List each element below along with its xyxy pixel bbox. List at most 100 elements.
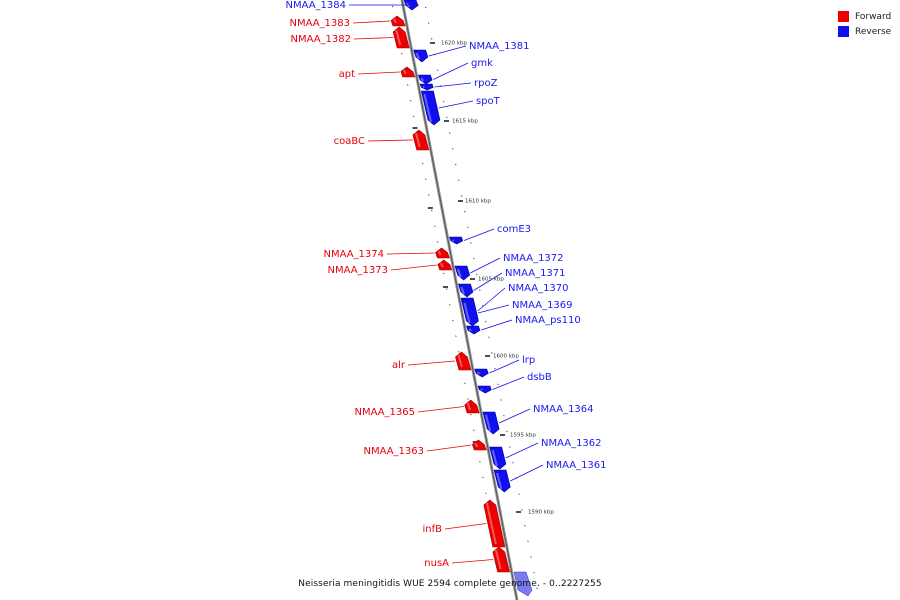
minor-tick xyxy=(512,461,514,464)
gene-nmaa_1362 xyxy=(489,446,507,470)
minor-tick xyxy=(478,289,481,291)
gene-label-come3: comE3 xyxy=(497,224,531,235)
minor-tick xyxy=(445,116,448,119)
label-leader xyxy=(477,287,506,312)
gene-nmaa_1372 xyxy=(454,265,471,281)
minor-tick xyxy=(400,52,403,55)
gene-highlight xyxy=(415,52,420,60)
tick-label: 1600 kbp xyxy=(493,354,519,360)
minor-tick xyxy=(430,209,433,212)
minor-tick xyxy=(427,194,430,196)
gene-label-nmaa_1362: NMAA_1362 xyxy=(541,438,602,449)
gene-highlight xyxy=(393,18,397,24)
minor-tick xyxy=(445,288,448,290)
gene-highlight xyxy=(420,77,424,82)
gene-rpoz xyxy=(419,83,434,91)
gene-highlight xyxy=(457,268,462,278)
gene-highlight xyxy=(476,371,481,375)
gene-label-nmaa_1381: NMAA_1381 xyxy=(469,41,530,52)
minor-tick xyxy=(509,446,511,448)
minor-tick xyxy=(424,6,427,9)
gene-label-nmaa_1370: NMAA_1370 xyxy=(508,283,569,294)
minor-tick xyxy=(518,493,520,496)
gene-label-gmk: gmk xyxy=(471,58,493,69)
gene-label-nmaa_1384: NMAA_1384 xyxy=(285,0,346,11)
genome-caption: Neisseria meningitidis WUE 2594 complete… xyxy=(298,579,602,589)
gene-label-alr: alr xyxy=(392,360,406,371)
gene-nmaa_1374 xyxy=(435,247,450,259)
gene-nmaa_1382 xyxy=(392,26,410,49)
minor-tick xyxy=(454,335,457,338)
label-leader xyxy=(470,257,501,274)
gene-highlight xyxy=(423,93,432,123)
label-leader xyxy=(407,360,456,366)
tick-label: 1610 kbp xyxy=(465,199,491,205)
minor-tick xyxy=(463,210,466,213)
minor-tick xyxy=(497,383,499,386)
gene-come3 xyxy=(449,236,464,245)
minor-tick xyxy=(442,272,445,275)
gene-label-nmaa_1382: NMAA_1382 xyxy=(290,34,351,45)
label-leader xyxy=(353,37,394,40)
minor-tick xyxy=(466,226,469,229)
gene-highlight xyxy=(484,414,492,432)
label-leader xyxy=(444,523,487,530)
label-leader xyxy=(386,252,435,255)
gene-highlight xyxy=(466,402,472,411)
gene-label-nmaa_1363: NMAA_1363 xyxy=(363,446,424,457)
minor-tick xyxy=(536,587,538,590)
minor-tick xyxy=(472,257,475,260)
gene-nmaa_1373 xyxy=(437,259,453,271)
gene-label-nmaa_1364: NMAA_1364 xyxy=(533,404,594,415)
minor-tick xyxy=(482,476,484,479)
minor-tick xyxy=(479,460,481,463)
minor-tick xyxy=(457,351,460,353)
gene-nmaa_1363 xyxy=(471,439,487,451)
gene-alr xyxy=(455,351,472,371)
gene-label-coabc: coaBC xyxy=(334,136,365,147)
gene-highlight xyxy=(474,442,479,448)
minor-tick xyxy=(473,429,475,432)
gene-label-dsbb: dsbB xyxy=(527,372,552,383)
minor-tick xyxy=(475,273,478,276)
label-leader xyxy=(492,376,525,390)
label-leader xyxy=(357,71,400,75)
minor-tick xyxy=(460,195,463,197)
gene-label-nmaa_1372: NMAA_1372 xyxy=(503,253,564,264)
minor-tick xyxy=(409,99,412,102)
gene-highlight xyxy=(494,549,502,570)
gene-gmk xyxy=(417,74,433,85)
label-leader xyxy=(451,559,494,564)
legend-label-forward: Forward xyxy=(855,11,892,22)
gene-nmaa_1369 xyxy=(461,299,479,327)
label-leader xyxy=(438,100,474,109)
minor-tick xyxy=(485,492,487,495)
label-leader xyxy=(505,442,539,459)
minor-tick xyxy=(490,352,493,354)
minor-tick xyxy=(433,225,436,228)
gene-dsbb xyxy=(477,385,492,394)
minor-tick xyxy=(448,303,451,306)
tick-label: 1595 kbp xyxy=(510,433,536,439)
minor-tick xyxy=(451,147,454,150)
legend-item-reverse: Reverse xyxy=(838,24,891,39)
gene-highlight xyxy=(414,132,421,148)
label-leader xyxy=(473,272,503,291)
label-leader xyxy=(428,45,467,57)
gene-label-nmaa_ps110: NMAA_ps110 xyxy=(515,315,581,326)
genome-backbone-core xyxy=(401,0,518,600)
legend: Forward Reverse xyxy=(838,9,891,39)
gene-spot xyxy=(421,90,441,126)
gene-label-apt: apt xyxy=(339,69,355,80)
label-leader xyxy=(426,444,472,452)
minor-tick xyxy=(464,382,466,385)
minor-tick xyxy=(487,336,490,339)
gene-highlight xyxy=(463,302,471,324)
gene-highlight xyxy=(439,262,444,268)
minor-tick xyxy=(454,163,457,166)
forward-swatch xyxy=(838,11,849,22)
gene-highlight xyxy=(496,472,503,490)
minor-tick xyxy=(469,242,472,244)
gene-label-spot: spoT xyxy=(476,96,501,107)
